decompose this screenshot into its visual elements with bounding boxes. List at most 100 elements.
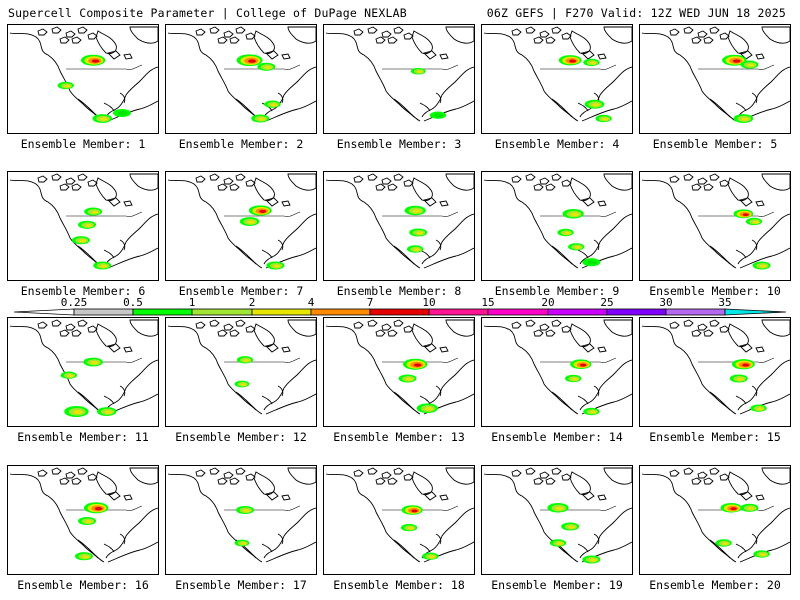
us-canada-border: [224, 357, 301, 363]
ensemble-map-panel: [7, 171, 159, 281]
scp-contour: [264, 65, 272, 69]
scp-contour: [571, 377, 579, 381]
legend-color-swatch: [369, 308, 430, 316]
legend-color-swatch: [191, 308, 253, 316]
us-canada-border: [224, 211, 301, 217]
scp-contour: [574, 245, 582, 249]
ensemble-member-label: Ensemble Member: 3: [336, 137, 462, 151]
coastline: [641, 467, 790, 563]
legend-level-label: 7: [367, 296, 374, 309]
scp-contour: [405, 377, 413, 381]
scp-contour: [64, 84, 71, 88]
legend-color-swatch: [606, 308, 667, 316]
us-map: [167, 26, 316, 123]
scp-contour: [428, 555, 436, 559]
scp-contour: [413, 363, 422, 367]
scp-contour: [589, 558, 597, 562]
legend-color-swatch: [251, 308, 312, 316]
ensemble-map-panel: [165, 317, 317, 427]
ensemble-map-panel: [481, 317, 633, 427]
scp-contour: [94, 507, 103, 511]
ensemble-map-panel: [7, 317, 159, 427]
scp-contour: [90, 360, 99, 365]
ensemble-map-panel: [639, 465, 791, 575]
scp-contour: [589, 61, 597, 65]
scp-contour: [732, 59, 741, 63]
coastline: [9, 467, 158, 563]
gulf-coast: [709, 385, 758, 415]
gulf-coast: [709, 533, 758, 563]
ensemble-member-label: Ensemble Member: 1: [20, 137, 146, 151]
scp-contour: [91, 59, 100, 63]
scp-contour: [589, 410, 597, 414]
scp-contour: [412, 209, 421, 213]
ensemble-member-label: Ensemble Member: 12: [175, 430, 307, 444]
scp-contour: [434, 113, 444, 118]
legend-color-swatch: [724, 308, 787, 316]
us-map: [9, 26, 158, 123]
ensemble-map-panel: [7, 24, 159, 134]
ensemble-member-label: Ensemble Member: 18: [333, 578, 465, 592]
legend-level-label: 15: [481, 296, 494, 309]
scp-contour: [742, 363, 750, 367]
scp-contour: [270, 103, 278, 107]
scp-contour: [100, 264, 108, 268]
scp-contour: [73, 409, 83, 415]
coastline: [9, 173, 158, 269]
scp-contour: [579, 363, 587, 367]
legend-level-label: 30: [659, 296, 672, 309]
legend-color-swatch: [73, 308, 134, 316]
us-map: [325, 319, 474, 415]
coastline: [641, 319, 790, 415]
scp-contour: [756, 407, 764, 411]
scp-contour: [259, 209, 267, 213]
us-map: [641, 467, 790, 563]
legend-level-label: 1: [189, 296, 196, 309]
ensemble-member-label: Ensemble Member: 4: [494, 137, 620, 151]
legend-level-label: 25: [600, 296, 613, 309]
scp-contour: [416, 70, 423, 74]
scp-contour: [555, 506, 564, 511]
us-canada-border: [540, 64, 617, 70]
us-canada-border: [66, 211, 143, 217]
ensemble-map-panel: [639, 24, 791, 134]
us-map: [483, 467, 632, 564]
scp-contour: [587, 260, 598, 265]
us-canada-border: [66, 64, 143, 70]
scp-contour: [91, 210, 99, 214]
coastline: [167, 319, 316, 415]
scp-contour: [601, 117, 609, 121]
scp-contour: [736, 377, 744, 381]
ensemble-map-panel: [7, 465, 159, 575]
legend-color-swatch: [665, 308, 726, 316]
scp-contour: [240, 383, 247, 386]
coastline: [325, 173, 474, 269]
ensemble-map-panel: [165, 171, 317, 281]
ensemble-member-label: Ensemble Member: 20: [649, 578, 781, 592]
scp-contour: [752, 220, 759, 224]
ensemble-map-panel: [323, 317, 475, 427]
us-canada-border: [224, 64, 301, 70]
coastline: [9, 319, 158, 415]
scp-contour: [741, 117, 749, 121]
legend-color-swatch: [428, 308, 489, 316]
gulf-coast: [393, 92, 442, 122]
gulf-coast: [235, 385, 284, 415]
scp-contour: [569, 59, 577, 63]
scp-contour: [273, 264, 281, 268]
ensemble-member-label: Ensemble Member: 19: [491, 578, 623, 592]
us-canada-border: [382, 211, 459, 217]
ensemble-member-label: Ensemble Member: 15: [649, 430, 781, 444]
us-canada-border: [382, 64, 459, 70]
ensemble-map-panel: [639, 171, 791, 281]
scp-contour: [556, 542, 563, 546]
coastline: [483, 173, 632, 269]
ensemble-member-label: Ensemble Member: 17: [175, 578, 307, 592]
ensemble-member-label: Ensemble Member: 7: [178, 284, 304, 298]
us-map: [9, 467, 158, 563]
scp-contour: [411, 509, 418, 513]
ensemble-map-panel: [639, 317, 791, 427]
coastline: [325, 467, 474, 563]
scp-contour: [117, 111, 128, 116]
coastline: [641, 173, 790, 269]
